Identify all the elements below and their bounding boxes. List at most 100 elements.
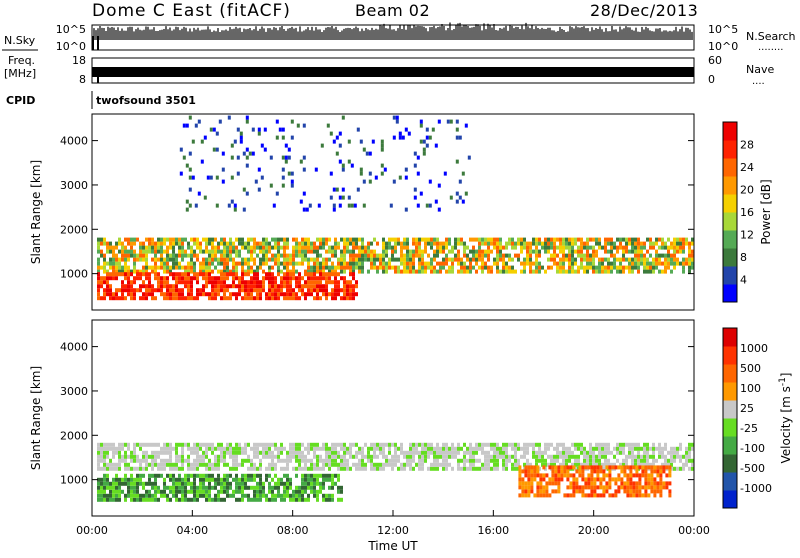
data-cell — [391, 257, 394, 262]
data-cell — [184, 473, 187, 478]
data-cell — [220, 477, 223, 482]
data-cell — [97, 249, 100, 254]
data-cell — [463, 261, 466, 266]
data-cell — [235, 245, 238, 250]
data-cell — [554, 469, 558, 474]
data-cell — [245, 163, 249, 168]
data-cell — [640, 241, 643, 246]
data-cell — [160, 493, 163, 498]
data-cell — [133, 296, 136, 301]
data-cell — [103, 296, 106, 301]
data-cell — [184, 296, 187, 301]
data-cell — [562, 249, 565, 254]
data-cell — [583, 269, 586, 274]
data-cell — [646, 450, 649, 455]
data-cell — [412, 442, 415, 447]
data-cell — [148, 493, 151, 498]
data-cell — [197, 191, 201, 196]
data-cell — [151, 265, 154, 270]
data-cell — [533, 473, 537, 478]
data-cell — [628, 237, 631, 242]
data-cell — [520, 237, 523, 242]
data-cell — [97, 272, 100, 277]
data-cell — [271, 257, 274, 262]
data-cell — [190, 280, 193, 285]
data-cell — [625, 265, 628, 270]
data-cell — [313, 446, 316, 451]
data-cell — [358, 237, 361, 242]
data-cell — [304, 280, 307, 285]
data-cell — [283, 280, 286, 285]
data-cell — [295, 249, 298, 254]
data-cell — [661, 454, 664, 459]
data-cell — [355, 442, 358, 447]
data-cell — [343, 265, 346, 270]
data-cell — [185, 123, 189, 128]
data-cell — [217, 458, 220, 463]
data-cell — [163, 489, 166, 494]
data-cell — [533, 477, 537, 482]
data-cell — [560, 469, 564, 474]
data-cell — [334, 442, 337, 447]
data-cell — [367, 269, 370, 274]
data-cell — [385, 261, 388, 266]
data-cell — [493, 257, 496, 262]
data-cell — [613, 446, 616, 451]
data-cell — [235, 265, 238, 270]
data-cell — [481, 265, 484, 270]
data-cell — [422, 139, 426, 144]
data-cell — [221, 179, 225, 184]
data-cell — [214, 446, 217, 451]
data-cell — [181, 288, 184, 293]
data-cell — [124, 261, 127, 266]
date-label: 28/Dec/2013 — [590, 1, 698, 20]
data-cell — [439, 446, 442, 451]
data-cell — [175, 253, 178, 258]
data-cell — [229, 272, 232, 277]
data-cell — [568, 241, 571, 246]
data-cell — [667, 458, 670, 463]
data-cell — [427, 261, 430, 266]
data-cell — [352, 296, 355, 301]
data-cell — [127, 249, 130, 254]
data-cell — [115, 257, 118, 262]
data-cell — [640, 253, 643, 258]
data-cell — [145, 442, 148, 447]
data-cell — [580, 265, 583, 270]
data-cell — [181, 272, 184, 277]
data-cell — [598, 241, 601, 246]
data-cell — [331, 261, 334, 266]
data-cell — [544, 245, 547, 250]
data-cell — [211, 473, 214, 478]
data-cell — [445, 458, 448, 463]
data-cell — [421, 442, 424, 447]
data-cell — [424, 458, 427, 463]
data-cell — [610, 245, 613, 250]
data-cell — [673, 257, 676, 262]
data-cell — [631, 269, 634, 274]
data-cell — [142, 253, 145, 258]
data-cell — [415, 446, 418, 451]
data-cell — [629, 465, 633, 470]
data-cell — [154, 245, 157, 250]
data-cell — [640, 249, 643, 254]
data-cell — [403, 257, 406, 262]
data-cell — [245, 191, 249, 196]
data-cell — [517, 442, 520, 447]
data-cell — [283, 466, 286, 471]
data-cell — [616, 458, 619, 463]
data-cell — [214, 284, 217, 289]
data-cell — [305, 207, 309, 212]
data-cell — [319, 284, 322, 289]
nsky-label: N.Sky — [4, 34, 36, 47]
data-cell — [235, 477, 238, 482]
data-cell — [508, 253, 511, 258]
data-cell — [685, 237, 688, 242]
data-cell — [629, 477, 633, 482]
data-cell — [187, 477, 190, 482]
data-cell — [274, 296, 277, 301]
data-cell — [535, 458, 538, 463]
data-cell — [289, 257, 292, 262]
data-cell — [304, 458, 307, 463]
data-cell — [679, 245, 682, 250]
